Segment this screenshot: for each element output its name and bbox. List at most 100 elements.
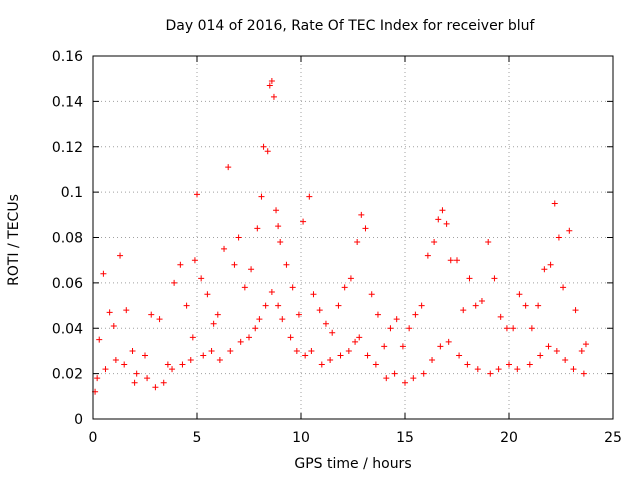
data-point: [335, 302, 342, 309]
y-tick-label: 0.16: [52, 49, 83, 65]
data-point: [322, 320, 329, 327]
data-point: [227, 347, 234, 354]
y-axis-ticks: 0 0.02 0.04 0.06 0.08 0.1 0.12 0.14 0.16: [52, 49, 613, 428]
grid-lines: [93, 56, 613, 419]
data-point: [121, 361, 128, 368]
data-point: [94, 375, 101, 382]
data-point: [381, 343, 388, 350]
data-point: [347, 275, 354, 282]
data-point: [293, 347, 300, 354]
data-point: [541, 266, 548, 273]
data-point: [387, 325, 394, 332]
data-point: [131, 379, 138, 386]
y-tick-label: 0.06: [52, 276, 83, 292]
data-point: [156, 316, 163, 323]
data-point: [572, 307, 579, 314]
data-point: [516, 291, 523, 298]
data-point: [316, 307, 323, 314]
data-point: [260, 143, 267, 150]
data-point: [358, 211, 365, 218]
data-point: [189, 334, 196, 341]
y-tick-label: 0.02: [52, 367, 83, 383]
data-point: [198, 275, 205, 282]
data-point: [248, 266, 255, 273]
data-point: [123, 307, 130, 314]
data-point: [431, 239, 438, 246]
data-point: [308, 347, 315, 354]
data-point: [514, 366, 521, 373]
data-point: [510, 325, 517, 332]
data-point: [329, 329, 336, 336]
data-point: [210, 320, 217, 327]
data-point: [148, 311, 155, 318]
data-point: [300, 218, 307, 225]
y-tick-label: 0.08: [52, 231, 83, 247]
data-point: [474, 366, 481, 373]
data-point: [179, 361, 186, 368]
data-point: [555, 234, 562, 241]
data-point: [241, 284, 248, 291]
y-tick-label: 0.04: [52, 321, 83, 337]
data-point: [266, 82, 273, 89]
data-point: [424, 252, 431, 259]
data-point: [96, 336, 103, 343]
x-axis-label: GPS time / hours: [294, 456, 412, 472]
data-point: [254, 225, 261, 232]
data-point: [487, 370, 494, 377]
data-point: [262, 302, 269, 309]
data-point: [318, 361, 325, 368]
data-point: [256, 316, 263, 323]
data-point: [225, 164, 232, 171]
data-point: [221, 245, 228, 252]
data-point: [164, 361, 171, 368]
data-point: [406, 325, 413, 332]
data-point: [258, 193, 265, 200]
data-point: [412, 311, 419, 318]
x-tick-label: 5: [193, 430, 202, 446]
data-point: [460, 307, 467, 314]
data-point: [306, 193, 313, 200]
x-axis-ticks: 0 5 10 15 20 25: [89, 56, 622, 446]
data-point: [580, 370, 587, 377]
data-point: [277, 239, 284, 246]
data-point: [337, 352, 344, 359]
x-tick-label: 25: [604, 430, 622, 446]
data-point: [551, 200, 558, 207]
data-point: [287, 334, 294, 341]
data-point: [491, 275, 498, 282]
data-point: [537, 352, 544, 359]
data-point: [439, 207, 446, 214]
data-point: [560, 284, 567, 291]
data-point: [495, 366, 502, 373]
data-point: [472, 302, 479, 309]
data-point: [341, 284, 348, 291]
data-point: [535, 302, 542, 309]
x-tick-label: 0: [89, 430, 98, 446]
data-point: [478, 298, 485, 305]
data-point: [562, 357, 569, 364]
y-tick-label: 0.1: [61, 185, 83, 201]
data-point: [503, 325, 510, 332]
data-point: [295, 311, 302, 318]
chart-title: Day 014 of 2016, Rate Of TEC Index for r…: [165, 18, 535, 34]
data-point: [102, 366, 109, 373]
data-point: [252, 325, 259, 332]
data-point: [194, 191, 200, 198]
data-point: [160, 379, 167, 386]
data-point: [264, 148, 271, 155]
data-point: [570, 366, 577, 373]
data-point: [177, 261, 184, 268]
data-point: [106, 309, 113, 316]
data-point: [273, 207, 280, 214]
data-point: [553, 347, 560, 354]
y-tick-label: 0.14: [52, 94, 83, 110]
data-point: [429, 357, 436, 364]
data-point: [208, 347, 215, 354]
data-point: [275, 223, 282, 230]
data-point: [545, 343, 552, 350]
data-point: [200, 352, 207, 359]
data-point: [522, 302, 529, 309]
data-point: [566, 227, 573, 234]
data-point: [204, 291, 211, 298]
